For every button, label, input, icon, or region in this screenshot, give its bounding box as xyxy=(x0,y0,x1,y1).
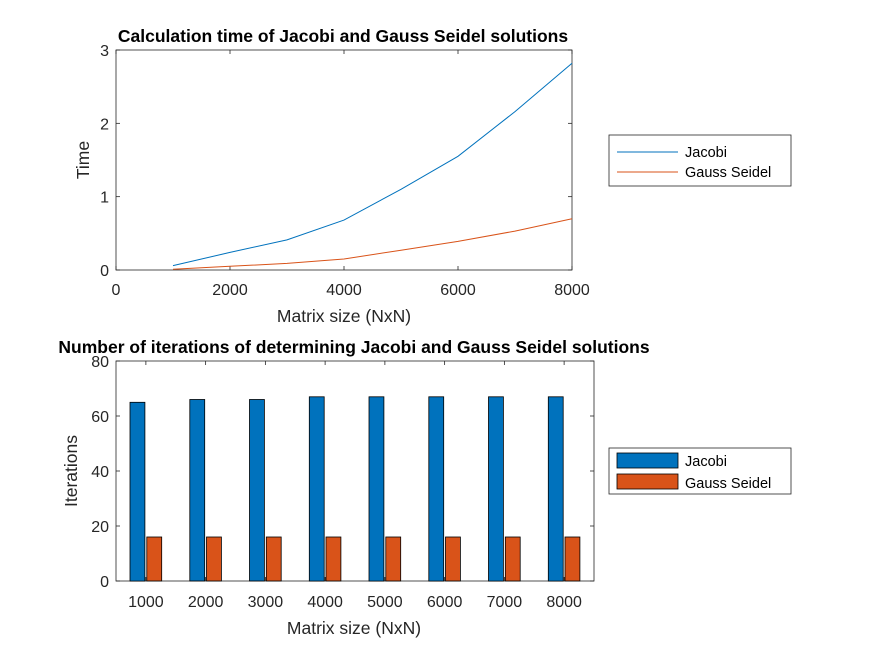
bar-jacobi-8000 xyxy=(547,396,564,582)
x-tick-label: 4000 xyxy=(307,594,343,611)
legend: Jacobi Gauss Seidel xyxy=(608,134,792,187)
series-line-jacobi xyxy=(172,62,573,267)
y-tick-label: 2 xyxy=(100,116,109,133)
bar-gauss-seidel-4000 xyxy=(325,536,342,582)
legend-box xyxy=(608,134,792,187)
x-tick-label: 7000 xyxy=(487,594,523,611)
bar-gauss-seidel-6000 xyxy=(445,536,461,582)
y-tick-label: 20 xyxy=(91,519,109,536)
bar-jacobi-1000 xyxy=(129,401,146,582)
y-tick-label: 0 xyxy=(100,574,109,591)
bar-jacobi-7000 xyxy=(488,396,504,582)
y-tick-label: 0 xyxy=(100,263,109,280)
y-tick-label: 1 xyxy=(100,190,109,207)
legend-label-gauss-seidel: Gauss Seidel xyxy=(685,476,771,492)
y-tick-label: 80 xyxy=(91,354,109,371)
plot-area xyxy=(115,360,595,582)
x-tick-label: 1000 xyxy=(128,594,164,611)
legend-swatch-jacobi xyxy=(616,452,679,469)
x-tick-label: 8000 xyxy=(554,282,590,299)
plot-area xyxy=(115,49,573,271)
bar-jacobi-4000 xyxy=(308,396,325,582)
y-axis-label: Iterations xyxy=(61,435,81,507)
bar-gauss-seidel-3000 xyxy=(265,536,282,582)
series-line-gauss-seidel xyxy=(172,218,573,270)
bar-gauss-seidel-1000 xyxy=(146,536,163,582)
x-tick-label: 5000 xyxy=(367,594,403,611)
legend-label-jacobi: Jacobi xyxy=(685,454,727,470)
bar-jacobi-3000 xyxy=(249,399,265,582)
bar-gauss-seidel-7000 xyxy=(504,536,521,582)
x-tick-label: 8000 xyxy=(546,594,582,611)
y-tick-label: 60 xyxy=(91,409,109,426)
legend: Jacobi Gauss Seidel xyxy=(608,447,792,495)
legend-label-jacobi: Jacobi xyxy=(685,145,727,161)
x-tick-label: 0 xyxy=(112,282,121,299)
legend-swatch-gauss-seidel xyxy=(616,473,679,490)
chart-title: Number of iterations of determining Jaco… xyxy=(58,337,649,357)
bar-chart-iterations: Number of iterations of determining Jaco… xyxy=(58,337,792,638)
y-axis-label: Time xyxy=(73,141,93,179)
x-tick-label: 4000 xyxy=(326,282,362,299)
x-tick-label: 6000 xyxy=(440,282,476,299)
x-tick-label: 3000 xyxy=(248,594,284,611)
bar-gauss-seidel-2000 xyxy=(206,536,222,582)
x-tick-label: 2000 xyxy=(188,594,224,611)
bar-jacobi-5000 xyxy=(368,396,385,582)
chart-title: Calculation time of Jacobi and Gauss Sei… xyxy=(118,26,568,46)
bar-gauss-seidel-8000 xyxy=(564,536,581,582)
bar-jacobi-6000 xyxy=(428,396,445,582)
line-chart-time: Calculation time of Jacobi and Gauss Sei… xyxy=(73,26,792,326)
bar-gauss-seidel-5000 xyxy=(385,536,402,582)
x-tick-label: 2000 xyxy=(212,282,248,299)
x-axis-label: Matrix size (NxN) xyxy=(277,306,411,326)
legend-label-gauss-seidel: Gauss Seidel xyxy=(685,165,771,181)
x-tick-label: 6000 xyxy=(427,594,463,611)
y-tick-label: 3 xyxy=(100,43,109,60)
bar-jacobi-2000 xyxy=(189,399,206,582)
y-tick-label: 40 xyxy=(91,464,109,481)
x-axis-label: Matrix size (NxN) xyxy=(287,618,421,638)
